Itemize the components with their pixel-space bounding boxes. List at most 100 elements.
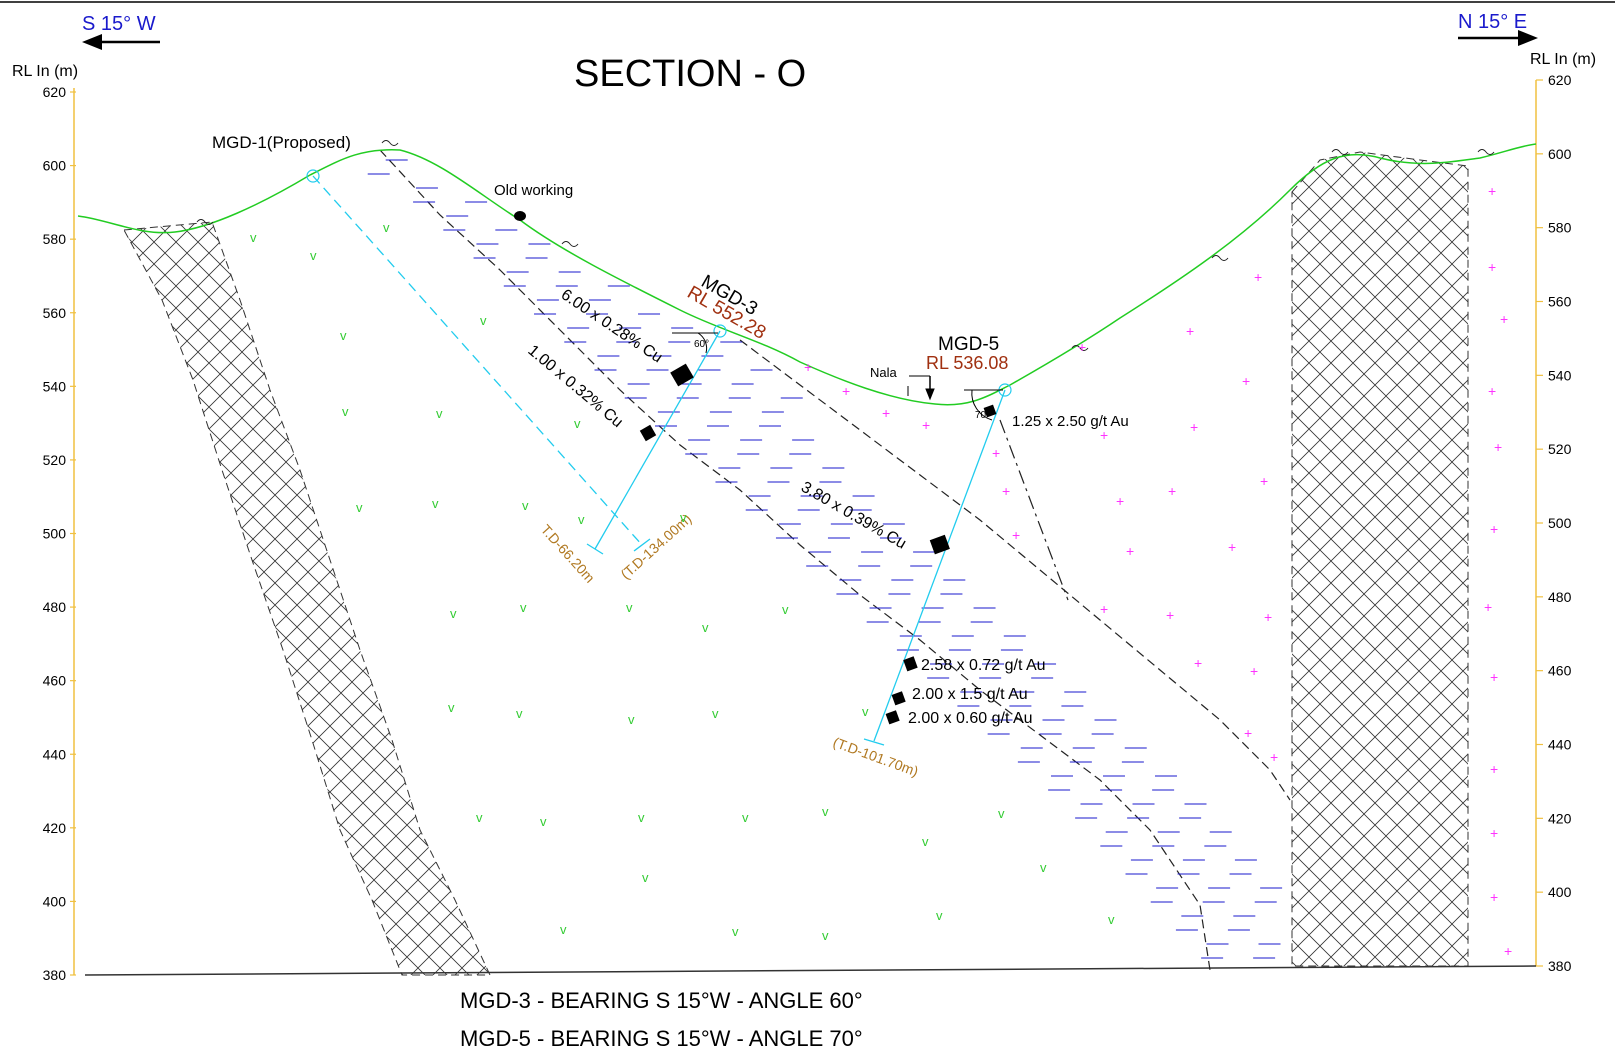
direction-right-label: N 15° E (1458, 11, 1527, 33)
granite-plus-icon: + (1488, 259, 1496, 275)
old-working: Old working (494, 182, 573, 221)
mgd5-au4-label: 2.00 x 0.60 g/t Au (908, 710, 1033, 727)
granite-plus-icon: + (1494, 439, 1502, 455)
granite-plus-icon: + (1166, 607, 1174, 623)
collar-icon (306, 169, 320, 183)
left-dyke (123, 221, 491, 976)
granite-plus-icon: + (1168, 483, 1176, 499)
granite-plus-icon: + (1490, 669, 1498, 685)
ore-zone-hatching (367, 159, 1283, 959)
section-title: SECTION - O (574, 53, 806, 95)
granite-plus-icon: + (1002, 483, 1010, 499)
volcanic-v-icon: v (822, 804, 829, 819)
volcanic-v-icon: v (936, 908, 943, 923)
left-tick-label: 380 (43, 967, 67, 983)
svg-text:Old working: Old working (494, 182, 573, 199)
volcanic-v-icon: v (540, 814, 547, 829)
left-tick-label: 440 (43, 746, 67, 762)
left-tick-label: 600 (43, 158, 67, 174)
mgd5-cu-label: 3.80 x 0.39% Cu (798, 479, 909, 553)
volcanic-v-icon: v (998, 806, 1005, 821)
volcanic-v-icon: v (822, 928, 829, 943)
granite-plus-icon: + (1012, 527, 1020, 543)
mgd5-td-label: (T.D-101.70m) (831, 734, 921, 780)
old-working-icon (514, 211, 526, 221)
mgd5-au3-label: 2.00 x 1.5 g/t Au (912, 686, 1028, 703)
volcanic-v-icon: v (450, 606, 457, 621)
intercept-au3 (891, 691, 906, 706)
volcanic-v-icon: v (1108, 912, 1115, 927)
left-tick-label: 620 (43, 84, 67, 100)
granite-plus-icon: + (1250, 663, 1258, 679)
right-tick-label: 540 (1548, 367, 1572, 383)
volcanic-v-icon: v (480, 313, 487, 328)
left-axis-label: RL In (m) (12, 63, 78, 80)
granite-plus-icon: + (1244, 725, 1252, 741)
volcanic-v-icon: v (922, 834, 929, 849)
right-tick-label: 440 (1548, 737, 1572, 753)
svg-text:MGD-5: MGD-5 (938, 334, 999, 355)
granite-plus-icon: + (842, 383, 850, 399)
left-tick-label: 460 (43, 673, 67, 689)
footer-line-2: MGD-5 - BEARING S 15°W - ANGLE 70° (460, 1026, 863, 1051)
intercept-au1 (983, 404, 997, 418)
mgd3-intercept-1-label: 6.00 x 0.28% Cu (558, 286, 666, 366)
right-tick-label: 420 (1548, 810, 1572, 826)
left-tick-label: 520 (43, 452, 67, 468)
drillhole-mgd5: MGD-5 RL 536.08 70° 1.25 x 2.50 g/t Au 3… (798, 334, 1129, 779)
granite-symbols: + + + + + + + + + + + + + + + + + + + + + + + + + + + + + + + + + + + + + (804, 183, 1512, 959)
volcanic-v-icon: v (680, 510, 687, 525)
ore-zone-east-boundary (739, 339, 1291, 801)
granite-plus-icon: + (992, 445, 1000, 461)
topography-ticks (196, 140, 1495, 351)
volcanic-v-icon: v (310, 248, 317, 263)
volcanic-v-icon: v (340, 328, 347, 343)
svg-text:60°: 60° (694, 339, 709, 350)
mgd5-au1-label: 1.25 x 2.50 g/t Au (1012, 413, 1129, 430)
svg-text:RL 536.08: RL 536.08 (926, 353, 1008, 373)
granite-plus-icon: + (1504, 943, 1512, 959)
right-tick-label: 560 (1548, 294, 1572, 310)
granite-plus-icon: + (1116, 493, 1124, 509)
right-tick-label: 580 (1548, 220, 1572, 236)
direction-left: S 15° W (82, 13, 160, 50)
volcanic-v-icon: v (578, 512, 585, 527)
intercept-2 (639, 424, 657, 442)
granite-plus-icon: + (1490, 889, 1498, 905)
collar-icon (713, 324, 727, 338)
volcanic-v-icon: v (1040, 860, 1047, 875)
granite-plus-icon: + (1270, 749, 1278, 765)
intercept-cu (929, 534, 950, 555)
granite-plus-icon: + (1488, 183, 1496, 199)
volcanic-v-icon: v (436, 406, 443, 421)
granite-plus-icon: + (922, 417, 930, 433)
granite-plus-icon: + (1490, 761, 1498, 777)
volcanic-v-icon: v (342, 404, 349, 419)
right-tick-label: 460 (1548, 663, 1572, 679)
granite-plus-icon: + (1100, 427, 1108, 443)
right-dyke (1291, 151, 1469, 967)
intercept-1 (670, 363, 694, 387)
granite-plus-icon: + (804, 359, 812, 375)
volcanic-v-icon: v (742, 810, 749, 825)
svg-text:Nala: Nala (870, 365, 898, 380)
volcanic-v-icon: v (642, 870, 649, 885)
right-tick-label: 500 (1548, 515, 1572, 531)
volcanic-v-icon: v (522, 498, 529, 513)
left-axis: RL In (m) 620 600 580 560 540 520 500 480 460 440… (12, 63, 78, 983)
left-tick-label: 400 (43, 893, 67, 909)
granite-plus-icon: + (1242, 373, 1250, 389)
volcanic-v-icon: v (638, 810, 645, 825)
granite-plus-icon: + (1490, 825, 1498, 841)
volcanic-v-icon: v (448, 700, 455, 715)
left-tick-label: 540 (43, 378, 67, 394)
left-tick-label: 560 (43, 305, 67, 321)
volcanic-v-icon: v (250, 230, 257, 245)
volcanic-v-icon: v (702, 620, 709, 635)
footer-line-1: MGD-3 - BEARING S 15°W - ANGLE 60° (460, 988, 863, 1013)
volcanic-v-icon: v (782, 602, 789, 617)
intercept-au2 (903, 656, 918, 672)
nala: Nala (870, 365, 935, 401)
left-tick-label: 580 (43, 231, 67, 247)
